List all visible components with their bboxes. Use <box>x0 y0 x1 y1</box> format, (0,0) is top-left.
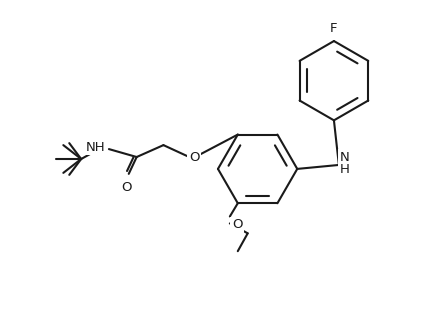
Text: O: O <box>189 151 199 164</box>
Text: O: O <box>232 218 242 231</box>
Text: F: F <box>330 22 338 35</box>
Text: N: N <box>340 151 350 164</box>
Text: NH: NH <box>85 141 105 154</box>
Text: H: H <box>340 163 350 176</box>
Text: O: O <box>121 181 132 194</box>
